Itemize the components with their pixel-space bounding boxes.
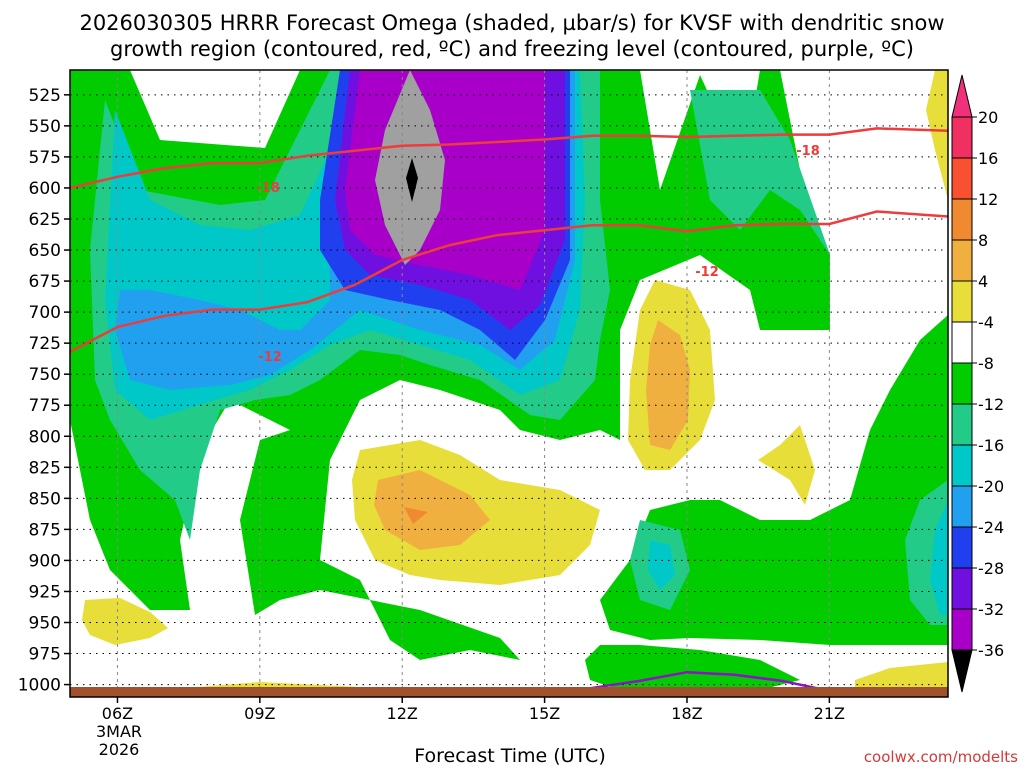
isotherm-label-minus-12-right: -12 xyxy=(695,265,719,280)
colorbar-swatch-5 xyxy=(951,321,973,364)
freezing-level-line xyxy=(572,670,830,693)
credit-text: coolwx.com/modelts xyxy=(864,748,1018,766)
colorbar-swatch-2 xyxy=(951,198,973,241)
x-axis-ticks: 06Z 09Z 12Z 15Z 18Z 21Z xyxy=(102,697,845,723)
y-axis-ticks: 525 550 575 600 625 650 675 700 725 750 775 800 825 8… xyxy=(18,86,70,696)
colorbar-tick-label-3: 8 xyxy=(978,231,988,250)
colorbar-swatch-4 xyxy=(951,280,973,323)
isotherm-minus-18-line xyxy=(70,127,948,190)
colorbar-tick-label-5: -4 xyxy=(978,313,994,332)
omega-region-dark-orange xyxy=(404,507,428,524)
colorbar-tick-label-13: -36 xyxy=(978,641,1004,660)
colorbar-swatch-12 xyxy=(951,608,973,651)
isotherm-label-minus-18-right: -18 xyxy=(796,144,820,159)
colorbar-tick-label-0: 20 xyxy=(978,108,998,127)
x-tick-label-0: 06Z xyxy=(102,704,133,723)
y-tick-label-4: 625 xyxy=(29,210,61,230)
y-tick-label-16: 925 xyxy=(29,582,61,602)
colorbar-tick-label-11: -28 xyxy=(978,559,1004,578)
y-tick-label-19: 1000 xyxy=(18,676,61,696)
y-tick-label-10: 775 xyxy=(29,396,61,416)
omega-region-black xyxy=(406,158,418,202)
colorbar-swatch-0 xyxy=(951,116,973,159)
date-label-day: 3MAR xyxy=(96,722,142,741)
isotherm-label-minus-12-left: -12 xyxy=(258,350,282,365)
y-tick-label-17: 950 xyxy=(29,614,61,634)
colorbar-swatch-1 xyxy=(951,157,973,200)
colorbar-tick-label-4: 4 xyxy=(978,272,988,291)
colorbar-top-triangle xyxy=(951,74,973,118)
colorbar-tick-label-9: -20 xyxy=(978,477,1004,496)
colorbar-tick-label-10: -24 xyxy=(978,518,1004,537)
colorbar-tick-label-8: -16 xyxy=(978,436,1004,455)
omega-region-yellow-corner xyxy=(926,70,948,200)
chart-title-line-2: growth region (contoured, red, ºC) and f… xyxy=(110,37,914,61)
colorbar-swatch-9 xyxy=(951,485,973,528)
date-label-year: 2026 xyxy=(99,740,140,759)
y-tick-label-18: 975 xyxy=(29,645,61,665)
plot-frame xyxy=(69,69,949,698)
y-tick-label-1: 550 xyxy=(29,117,61,137)
y-tick-label-13: 850 xyxy=(29,489,61,509)
omega-region-orange-right xyxy=(646,320,690,450)
colorbar-swatch-10 xyxy=(951,526,973,569)
omega-region-orange-center xyxy=(374,470,490,550)
omega-region-yellow-low xyxy=(82,598,168,645)
x-tick-label-5: 21Z xyxy=(814,704,845,723)
colorbar-tick-label-2: 12 xyxy=(978,190,998,209)
y-tick-label-8: 725 xyxy=(29,334,61,354)
colorbar-tick-label-7: -12 xyxy=(978,395,1004,414)
omega-region-green-bottom xyxy=(585,645,800,690)
y-tick-label-15: 900 xyxy=(29,551,61,571)
colorbar-tick-label-1: 16 xyxy=(978,149,998,168)
colorbar-bottom-triangle xyxy=(951,649,973,693)
colorbar: 20 16 12 8 4 -4 -8 -12 -16 -20 -24 -28 -32 -36 xyxy=(951,74,1004,693)
y-tick-label-7: 700 xyxy=(29,303,61,323)
omega-region-cyan-bump xyxy=(648,540,675,590)
isotherm-label-minus-18-left: -18 xyxy=(256,181,280,196)
colorbar-swatch-11 xyxy=(951,567,973,610)
y-tick-label-5: 650 xyxy=(29,241,61,261)
y-tick-label-2: 575 xyxy=(29,148,61,168)
chart-title-line-1: 2026030305 HRRR Forecast Omega (shaded, … xyxy=(79,11,944,35)
y-tick-label-3: 600 xyxy=(29,179,61,199)
y-tick-label-0: 525 xyxy=(29,86,61,106)
colorbar-tick-label-12: -32 xyxy=(978,600,1004,619)
y-tick-label-12: 825 xyxy=(29,458,61,478)
x-tick-label-1: 09Z xyxy=(244,704,275,723)
y-tick-label-9: 750 xyxy=(29,365,61,385)
colorbar-swatch-7 xyxy=(951,403,973,446)
y-tick-label-6: 675 xyxy=(29,272,61,292)
colorbar-swatch-8 xyxy=(951,444,973,487)
terrain-bar xyxy=(70,687,948,697)
colorbar-swatch-3 xyxy=(951,239,973,282)
y-tick-label-11: 800 xyxy=(29,427,61,447)
omega-region-yellow-small xyxy=(758,425,815,505)
y-tick-label-14: 875 xyxy=(29,520,61,540)
colorbar-swatch-6 xyxy=(951,362,973,405)
omega-region-cyan-right xyxy=(930,500,948,615)
x-tick-label-4: 18Z xyxy=(671,704,702,723)
x-tick-label-3: 15Z xyxy=(529,704,560,723)
colorbar-tick-label-6: -8 xyxy=(978,354,994,373)
omega-region-teal-upper xyxy=(690,90,830,255)
isotherm-minus-12-line xyxy=(70,210,948,353)
x-axis-label: Forecast Time (UTC) xyxy=(414,745,605,767)
x-tick-label-2: 12Z xyxy=(387,704,418,723)
